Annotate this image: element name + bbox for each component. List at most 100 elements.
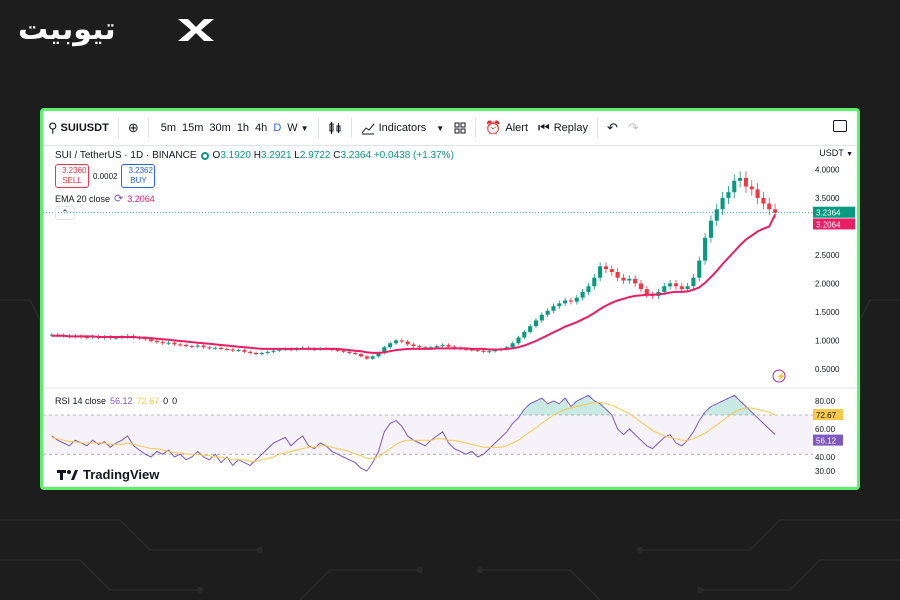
candle: [598, 266, 603, 278]
candle: [143, 338, 148, 340]
ema-price-label: 3.2064: [816, 220, 841, 229]
currency-selector[interactable]: USDT ▼: [819, 148, 853, 158]
candle: [708, 220, 713, 238]
candle: [662, 286, 667, 292]
candle: [732, 180, 737, 193]
alert-button[interactable]: ⏰ Alert: [480, 111, 533, 145]
trade-buttons: 3.2360 SELL 0.0002 3.2362 BUY: [55, 164, 156, 188]
ema-label: EMA 20 close: [55, 193, 111, 204]
candle: [516, 337, 521, 344]
candle: [691, 277, 696, 287]
candle: [347, 351, 352, 353]
lightning-icon: ⚡: [776, 371, 786, 381]
market-open-icon: [200, 151, 209, 160]
candle: [545, 310, 550, 315]
rsi-value: 56.12: [110, 396, 133, 406]
candle: [184, 344, 189, 347]
indicators-button[interactable]: Indicators: [356, 111, 432, 145]
redo-button[interactable]: ↷: [623, 111, 644, 145]
chart-title[interactable]: SUI / TetherUS · 1D · BINANCE: [55, 150, 197, 161]
sell-label: SELL: [62, 176, 82, 185]
candle: [528, 326, 533, 332]
timeframe-15m[interactable]: 15m: [182, 122, 204, 134]
candle: [259, 352, 264, 355]
replay-button[interactable]: ⏮ Replay: [533, 111, 593, 145]
candle: [767, 203, 772, 210]
chevron-down-icon[interactable]: ▼: [300, 123, 309, 133]
candle: [405, 341, 410, 345]
candle: [685, 286, 690, 290]
chart-window: ⚲ SUIUSDT ⊕ 5m 15m 30m 1h 4h D W ▼ Indic…: [40, 108, 860, 490]
candle: [201, 345, 206, 348]
chart-type-button[interactable]: [323, 111, 347, 145]
buy-button[interactable]: 3.2362 BUY: [121, 164, 156, 188]
tradingview-icon: [57, 469, 78, 480]
rsi-ma-value: 72.67: [136, 396, 160, 406]
price-chart[interactable]: 4.00003.50003.00002.50002.00001.50001.00…: [43, 146, 857, 487]
candle: [452, 346, 457, 348]
rsi-ma-line: [51, 401, 776, 462]
candle: [219, 347, 224, 349]
candle: [213, 347, 218, 349]
chart-legend: SUI / TetherUS · 1D · BINANCE O3.1920 H3…: [55, 150, 454, 161]
rsi-band: [43, 415, 813, 455]
candle: [434, 346, 439, 348]
timeframe-d[interactable]: D: [273, 122, 282, 134]
chart-area[interactable]: 4.00003.50003.00002.50002.00001.50001.00…: [43, 146, 857, 487]
rsi-overbought-fill: [521, 395, 755, 415]
rsi-ma-label: 72.67: [816, 411, 837, 420]
candle: [277, 349, 282, 351]
candle: [563, 300, 568, 304]
collapse-legend-button[interactable]: ⌃: [55, 206, 75, 220]
chevron-down-icon: ▼: [846, 151, 853, 158]
compare-button[interactable]: ⊕: [123, 111, 144, 145]
candle: [265, 351, 270, 353]
candle: [335, 350, 340, 352]
candle: [755, 189, 760, 198]
timeframe-30m[interactable]: 30m: [209, 122, 231, 134]
candle: [603, 266, 608, 270]
rsi-badge: [813, 434, 843, 446]
candle: [574, 297, 579, 302]
candle: [621, 277, 626, 281]
candle: [487, 351, 492, 353]
rsi-value-label: 56.12: [816, 437, 837, 446]
candle: [364, 356, 369, 359]
ema-line: [51, 213, 777, 354]
layouts-button[interactable]: [449, 111, 471, 145]
candle: [557, 303, 562, 307]
sell-button[interactable]: 3.2360 SELL: [55, 164, 89, 188]
candle: [586, 286, 591, 292]
candle: [353, 352, 358, 355]
candle: [166, 342, 171, 344]
candle: [714, 209, 719, 221]
tradingview-logo[interactable]: TradingView: [57, 467, 159, 482]
rsi-axis-tick: 80.00: [815, 397, 836, 406]
brand-logo-text: تیوبیت: [18, 12, 116, 47]
timeframe-5m[interactable]: 5m: [160, 122, 176, 134]
ema-legend[interactable]: EMA 20 close ⟳ 3.2064: [55, 192, 155, 205]
candle: [189, 346, 194, 348]
indicators-icon: [361, 123, 374, 135]
candle: [242, 350, 247, 352]
search-icon: ⚲: [48, 120, 58, 135]
symbol-search-button[interactable]: ⚲ SUIUSDT: [43, 111, 114, 145]
undo-icon: ↶: [606, 120, 618, 135]
fullscreen-button[interactable]: [833, 120, 847, 132]
timeframe-w[interactable]: W: [287, 122, 298, 134]
last-price-badge: [813, 206, 855, 218]
candle: [720, 197, 725, 210]
candle: [749, 186, 754, 190]
candle: [178, 344, 183, 346]
candle: [463, 348, 469, 350]
candle: [475, 350, 480, 352]
indicator-templates-button[interactable]: ▼: [431, 111, 449, 145]
timeframe-1h[interactable]: 1h: [236, 122, 250, 134]
last-price-label: 3.2364: [816, 209, 841, 218]
timeframe-4h[interactable]: 4h: [255, 122, 268, 134]
rsi-legend[interactable]: RSI 14 close 56.12 72.67 0 0: [55, 396, 177, 406]
settings-icon[interactable]: ⟳: [114, 193, 124, 205]
buy-price: 3.2362: [128, 166, 153, 175]
candle: [253, 352, 259, 355]
undo-button[interactable]: ↶: [602, 111, 623, 145]
